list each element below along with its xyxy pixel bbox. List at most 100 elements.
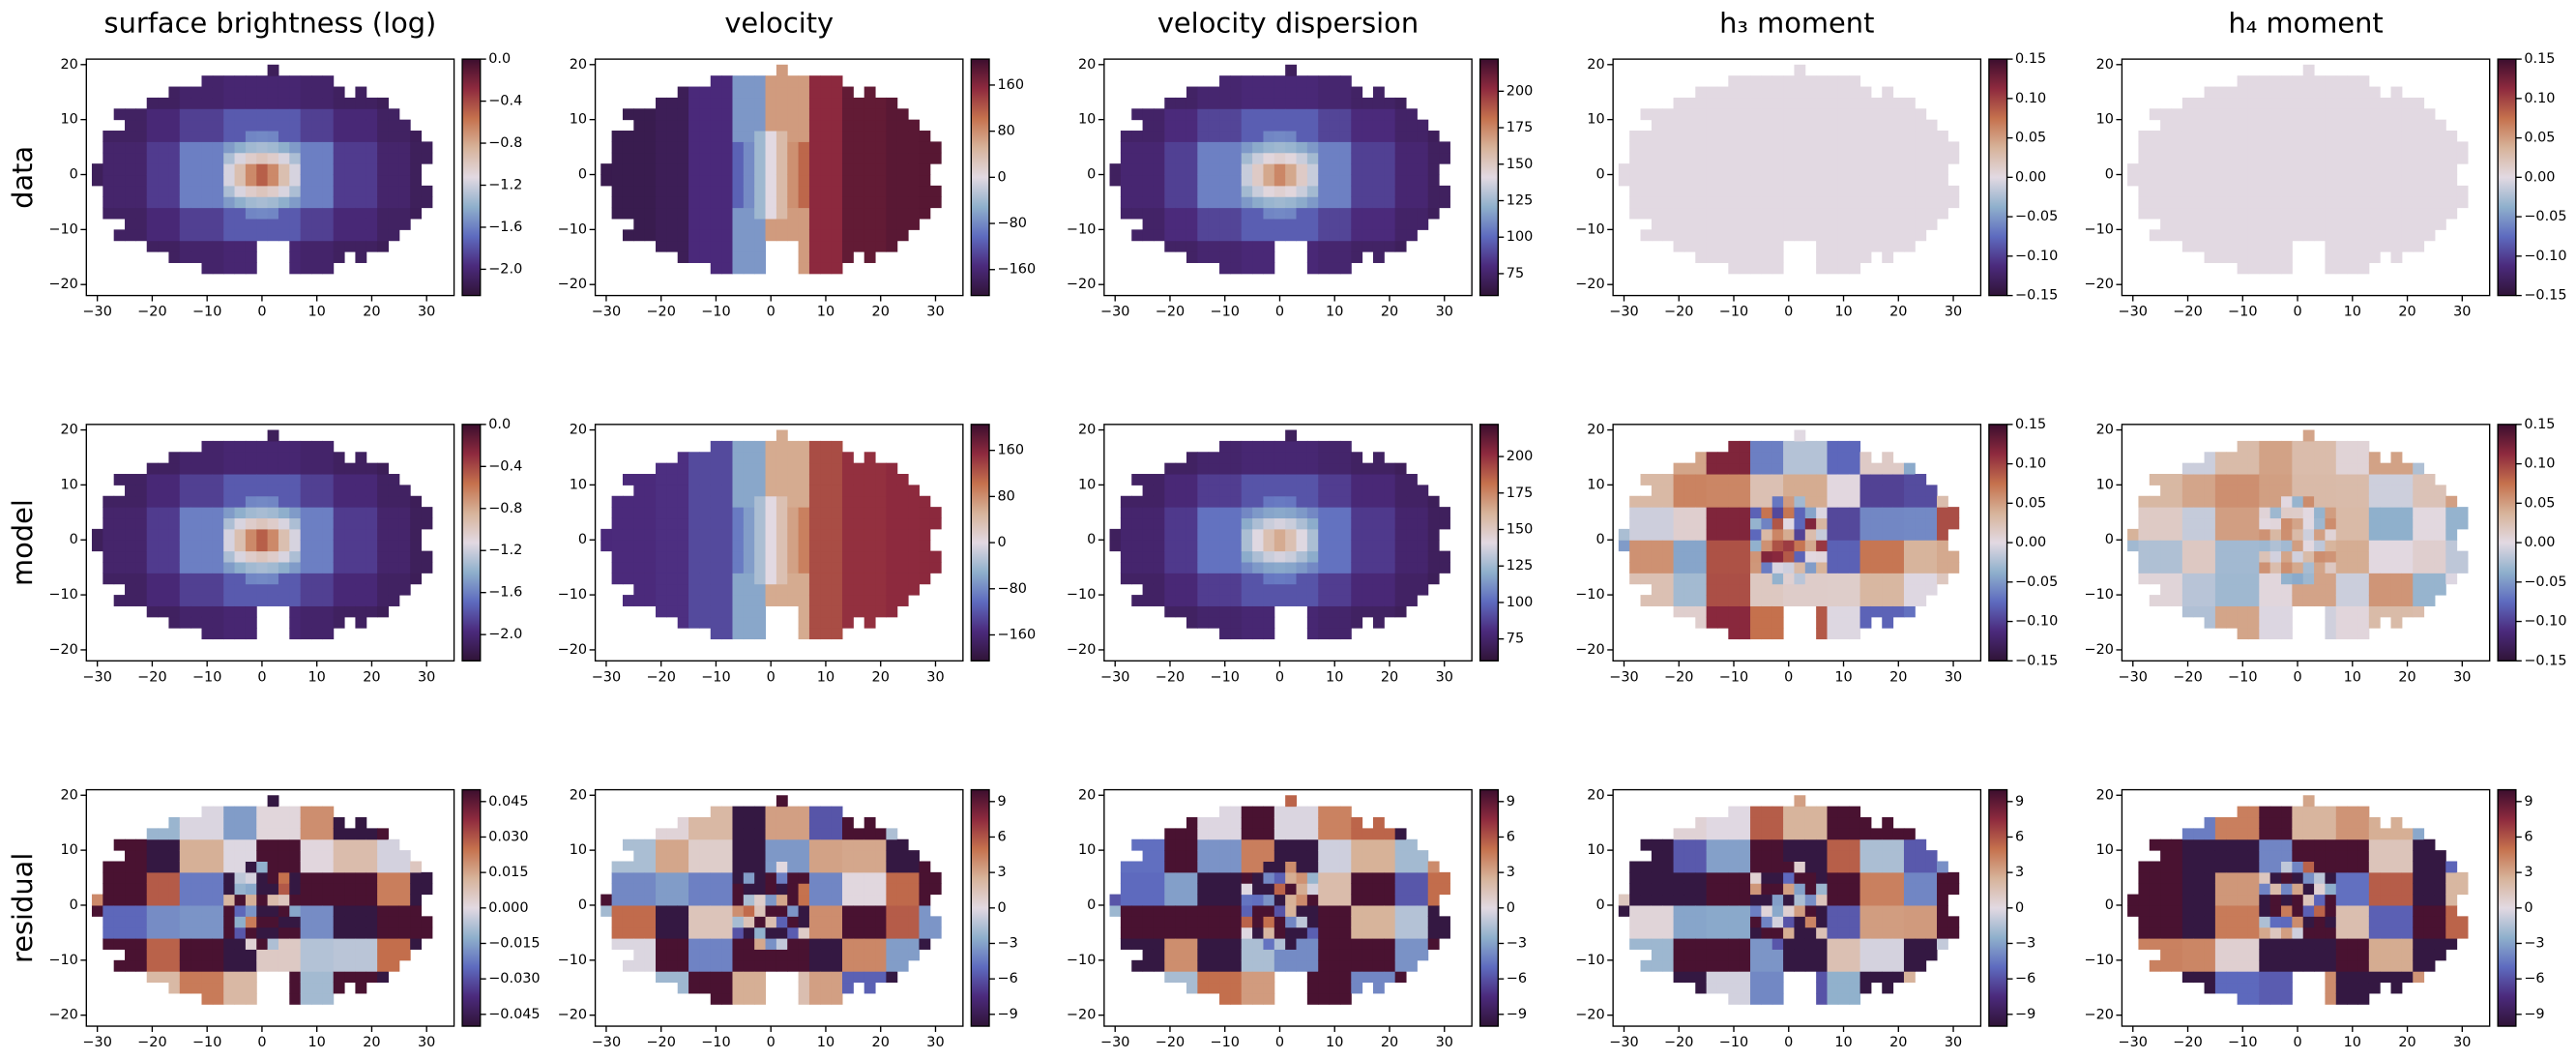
map-cell <box>1297 196 1308 208</box>
map-cell <box>190 87 202 99</box>
map-cell <box>301 75 312 87</box>
map-cell <box>2457 153 2469 164</box>
map-cell <box>2281 496 2293 508</box>
map-cell <box>190 983 202 994</box>
map-cell <box>1252 485 1264 496</box>
map-cell <box>645 153 657 164</box>
map-cell <box>2369 496 2381 508</box>
map-cell <box>1318 141 1330 153</box>
map-cell <box>744 153 755 164</box>
map-cell <box>246 87 257 99</box>
map-cell <box>213 905 224 917</box>
map-cell <box>2357 605 2369 617</box>
map-cell <box>1186 540 1198 551</box>
map-cell <box>1219 131 1231 142</box>
map-cell <box>223 916 235 927</box>
map-cell <box>623 496 634 508</box>
map-cell <box>1230 595 1242 606</box>
map-cell <box>355 229 366 241</box>
map-cell <box>1384 573 1395 584</box>
map-cell <box>1750 131 1762 142</box>
map-cell <box>711 196 722 208</box>
map-cell <box>246 895 257 906</box>
map-cell <box>190 584 202 596</box>
map-cell <box>1186 517 1198 529</box>
map-cell <box>301 251 312 263</box>
map-cell <box>2303 529 2315 541</box>
map-cell <box>334 87 345 99</box>
map-cell <box>311 485 323 496</box>
map-cell <box>2226 617 2238 629</box>
map-cell <box>919 186 930 197</box>
map-cell <box>732 163 744 175</box>
map-cell <box>1860 241 1872 252</box>
map-cell <box>754 141 766 153</box>
map-cell <box>125 562 136 574</box>
map-cell <box>2445 540 2457 551</box>
x-tick-label: 20 <box>1381 305 1398 320</box>
map-cell <box>754 485 766 496</box>
map-cell <box>366 540 378 551</box>
map-cell <box>1740 208 1751 220</box>
map-cell <box>2160 153 2172 164</box>
map-cell <box>1772 441 1784 453</box>
map-cell <box>1904 219 1916 230</box>
map-cell <box>388 540 399 551</box>
map-cell <box>223 817 235 829</box>
map-cell <box>2391 617 2403 629</box>
colorbar-tick-label: 125 <box>1507 192 1534 208</box>
map-cell <box>213 971 224 983</box>
x-tick-label: −10 <box>1719 669 1748 685</box>
map-cell <box>711 241 722 252</box>
map-cell <box>1772 87 1784 99</box>
map-cell <box>721 87 733 99</box>
map-cell <box>1252 507 1264 518</box>
map-cell <box>246 584 257 596</box>
map <box>1110 430 1450 640</box>
map-cell <box>289 551 301 563</box>
map-cell <box>2303 430 2315 442</box>
map-cell <box>289 163 301 175</box>
map-cell <box>1384 120 1395 132</box>
colorbar-tick-label: 100 <box>1507 595 1534 610</box>
map-cell <box>2435 141 2446 153</box>
map-cell <box>2380 163 2391 175</box>
x-tick-label: −10 <box>1719 305 1748 320</box>
map-cell <box>1915 562 1926 574</box>
map-cell <box>388 141 399 153</box>
map-cell <box>886 463 897 475</box>
map-cell <box>656 131 667 142</box>
map-cell <box>1860 584 1872 596</box>
map-cell <box>2238 141 2249 153</box>
map-cell <box>1947 153 1959 164</box>
map-cell <box>1882 617 1893 629</box>
map-cell <box>699 463 711 475</box>
map-cell <box>1143 175 1155 187</box>
map-cell <box>1827 551 1838 563</box>
map-cell <box>2270 175 2282 187</box>
map-cell <box>1684 98 1696 109</box>
map-cell <box>1893 463 1905 475</box>
map-cell <box>2160 562 2172 574</box>
map-cell <box>201 905 213 917</box>
map-cell <box>213 595 224 606</box>
column-title: velocity dispersion <box>1157 6 1419 39</box>
map-cell <box>732 617 744 629</box>
map-cell <box>1340 507 1352 518</box>
map-cell <box>2413 463 2424 475</box>
map-cell <box>656 153 667 164</box>
map-cell <box>246 131 257 142</box>
map-cell <box>2391 141 2403 153</box>
map-cell <box>377 108 389 120</box>
map-cell <box>2357 175 2369 187</box>
map-cell <box>2215 98 2227 109</box>
map-cell <box>1285 562 1297 574</box>
map-cell <box>213 573 224 584</box>
map-cell <box>820 120 832 132</box>
map-cell <box>147 474 159 485</box>
map-cell <box>699 474 711 485</box>
map-cell <box>201 573 213 584</box>
map-cell <box>1340 551 1352 563</box>
map-cell <box>2172 529 2183 541</box>
map-cell <box>2238 75 2249 87</box>
